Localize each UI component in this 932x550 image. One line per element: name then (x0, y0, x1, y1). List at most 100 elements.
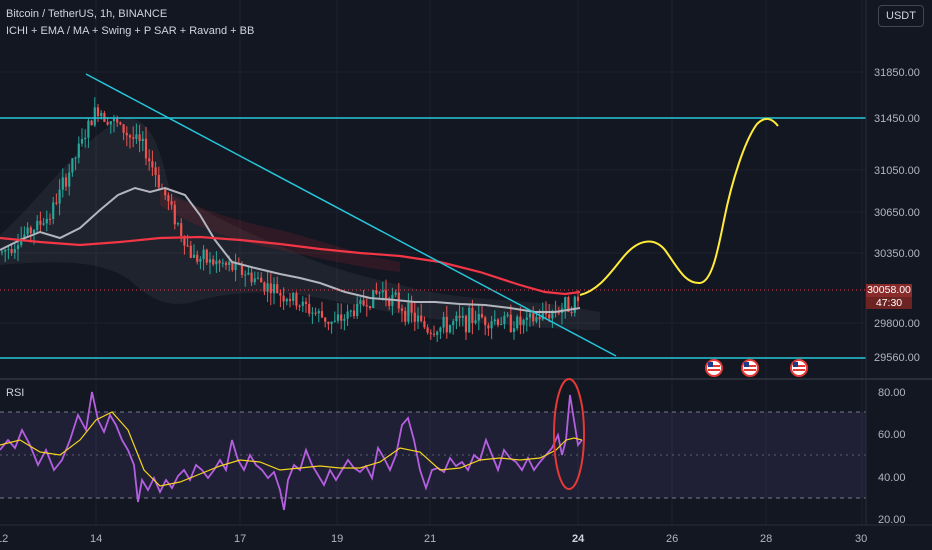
candle-body (548, 314, 551, 319)
candle-body (279, 293, 282, 296)
candle-body (292, 293, 295, 301)
price-grid (0, 0, 866, 525)
candle-body (68, 172, 71, 187)
candle-body (61, 177, 64, 190)
candle-body (432, 333, 436, 335)
candle-body (173, 204, 176, 225)
candle-body (461, 315, 464, 318)
candle-body (525, 317, 528, 320)
candle-body (180, 223, 183, 236)
time-tick: 19 (331, 533, 343, 545)
candle-body (71, 158, 74, 173)
ma-line (0, 186, 581, 313)
rsi-tick: 40.00 (878, 472, 906, 484)
rsi-label[interactable]: RSI (6, 387, 25, 399)
indicator-list[interactable]: ICHI + EMA / MA + Swing + P SAR + Ravand… (6, 25, 255, 37)
candle-body (400, 308, 404, 311)
candle-body (119, 122, 122, 125)
candle-body (234, 262, 237, 271)
candle-body (205, 249, 208, 263)
candle-body (13, 249, 16, 254)
candle-body (228, 261, 231, 266)
candle-body (356, 303, 359, 316)
candle-body (164, 187, 167, 196)
candle-body (340, 314, 343, 321)
candle-body (167, 195, 170, 202)
candle-body (55, 202, 58, 204)
price-tick: 30350.00 (874, 248, 920, 260)
candle-body (490, 321, 493, 329)
candle-body (288, 299, 292, 301)
rsi-axis[interactable]: 80.00 60.00 40.00 20.00 (878, 387, 906, 526)
candle-body (221, 262, 224, 264)
candle-body (32, 229, 36, 234)
candle-body (448, 325, 452, 333)
candle-body (90, 120, 93, 126)
currency-button[interactable]: USDT (878, 5, 924, 27)
candle-body (384, 290, 388, 299)
projection-path (579, 118, 779, 296)
candle-body (484, 317, 487, 326)
candle-body (439, 327, 442, 332)
candle-body (151, 161, 154, 168)
candle-body (468, 307, 471, 333)
descending-trendline (85, 73, 617, 357)
candle-body (464, 315, 468, 333)
countdown-label: 47:30 (866, 297, 912, 309)
price-tick: 30650.00 (874, 207, 920, 219)
candle-body (20, 238, 23, 246)
candle-body (74, 157, 77, 159)
candle-body (416, 315, 420, 322)
rsi-ma-line (0, 411, 583, 487)
candle-body (442, 316, 445, 328)
candle-body (429, 332, 432, 334)
candle-body (80, 139, 84, 144)
candle-body (138, 134, 141, 142)
rsi-line (0, 391, 583, 511)
candle-body (192, 254, 196, 258)
us-event-flag-icon[interactable] (790, 359, 808, 377)
candle-body (352, 310, 356, 316)
price-axis[interactable]: 31850.00 31450.00 31050.00 30650.00 3035… (874, 67, 920, 364)
candle-body (244, 274, 247, 276)
rsi-tick: 80.00 (878, 387, 906, 399)
candle-body (368, 306, 372, 308)
candle-body (519, 316, 522, 325)
symbol-title[interactable]: Bitcoin / TetherUS, 1h, BINANCE (6, 8, 168, 20)
candle-body (109, 121, 112, 125)
candle-body (7, 249, 10, 251)
candle-body (410, 302, 413, 313)
candle-body (218, 260, 221, 264)
candle-body (266, 283, 269, 292)
candle-body (487, 325, 490, 329)
time-tick: 21 (424, 533, 436, 545)
candle-body (551, 310, 554, 319)
candle-body (477, 314, 480, 321)
candle-body (196, 254, 199, 262)
candle-body (250, 272, 253, 283)
candle-body (199, 259, 202, 262)
price-tick: 31050.00 (874, 165, 920, 177)
candle-body (260, 277, 263, 283)
candle-body (452, 321, 455, 326)
candle-body (52, 202, 55, 219)
candle-body (324, 317, 327, 322)
candle-body (349, 310, 352, 312)
candle-body (272, 284, 276, 294)
candle-body (512, 328, 516, 333)
time-axis[interactable]: 12 14 17 19 21 24 26 28 30 (0, 533, 867, 545)
candle-body (106, 121, 109, 125)
candle-body (183, 235, 186, 246)
candle-body (0, 251, 4, 253)
candle-body (506, 314, 509, 316)
candle-body (58, 189, 61, 204)
candle-body (93, 107, 96, 126)
candle-body (45, 218, 48, 224)
candle-body (42, 223, 45, 225)
candle-body (413, 312, 416, 322)
us-event-flag-icon[interactable] (705, 359, 723, 377)
candle-body (570, 311, 573, 313)
candle-body (455, 315, 458, 322)
us-event-flag-icon[interactable] (741, 359, 759, 377)
